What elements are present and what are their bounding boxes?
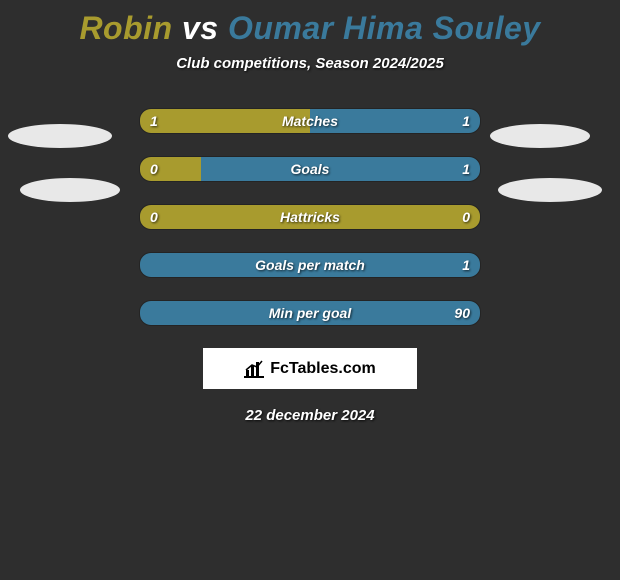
comparison-infographic: Robin vs Oumar Hima Souley Club competit… <box>0 0 620 580</box>
stat-value-right: 90 <box>454 301 470 325</box>
stat-row: Matches1 1 <box>139 108 481 134</box>
stat-value-right: 1 <box>462 157 470 181</box>
stat-row: Goals0 1 <box>139 156 481 182</box>
stat-label: Goals per match <box>140 253 480 277</box>
title-player2: Oumar Hima Souley <box>228 10 541 46</box>
title-player1: Robin <box>79 10 172 46</box>
stat-value-left: 0 <box>150 157 158 181</box>
source-logo: FcTables.com <box>203 348 417 389</box>
stat-row: Hattricks0 0 <box>139 204 481 230</box>
stat-value-left: 1 <box>150 109 158 133</box>
avatar-left-2 <box>20 178 120 202</box>
avatar-left-1 <box>8 124 112 148</box>
stat-label: Min per goal <box>140 301 480 325</box>
title-vs: vs <box>182 10 219 46</box>
stat-label: Goals <box>140 157 480 181</box>
stat-row: Min per goal90 <box>139 300 481 326</box>
logo-text: FcTables.com <box>270 360 376 378</box>
stats-block: Matches11Goals01Hattricks00Goals per mat… <box>139 108 481 326</box>
page-title: Robin vs Oumar Hima Souley <box>0 0 620 47</box>
stat-row: Goals per match1 <box>139 252 481 278</box>
avatar-right-1 <box>490 124 590 148</box>
chart-icon <box>244 360 264 378</box>
stat-value-right: 0 <box>462 205 470 229</box>
stat-label: Hattricks <box>140 205 480 229</box>
stat-label: Matches <box>140 109 480 133</box>
stat-value-left: 0 <box>150 205 158 229</box>
subtitle: Club competitions, Season 2024/2025 <box>0 55 620 72</box>
stat-value-right: 1 <box>462 109 470 133</box>
avatar-right-2 <box>498 178 602 202</box>
date-label: 22 december 2024 <box>0 407 620 424</box>
stat-value-right: 1 <box>462 253 470 277</box>
